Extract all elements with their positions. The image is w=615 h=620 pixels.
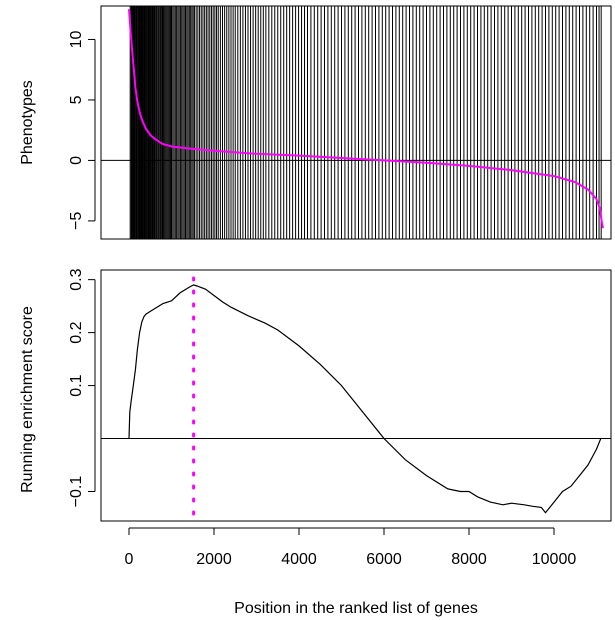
phenotypes-y-tick-label-0: 10 [68, 30, 85, 48]
phenotypes-y-tick-label-2: 0 [68, 156, 85, 165]
position-x-tick-label-2: 4000 [281, 551, 317, 568]
enrichment-y-axis-label: Running enrichment score [19, 306, 36, 493]
phenotypes-y-axis: 10 5 0 −5 [68, 30, 96, 230]
position-x-tick-label-5: 10000 [532, 551, 577, 568]
position-x-axis-label: Position in the ranked list of genes [234, 600, 478, 617]
enrichment-y-axis: 0.3 0.2 0.1 −0.1 [68, 268, 96, 508]
phenotypes-y-axis-label: Phenotypes [19, 80, 36, 165]
enrichment-y-tick-label-0: 0.3 [68, 268, 85, 290]
position-x-axis: 0 2000 4000 6000 8000 10000 [125, 527, 577, 568]
enrichment-y-tick-label-2: 0.1 [68, 374, 85, 396]
phenotypes-panel: 10 5 0 −5 Phenotypes [19, 5, 612, 240]
phenotype-curve [128, 9, 604, 229]
position-x-tick-label-4: 8000 [451, 551, 487, 568]
enrichment-y-tick-label-1: 0.2 [68, 321, 85, 343]
enrichment-y-tick-label-3: −0.1 [68, 476, 85, 508]
enrichment-plot-frame [100, 269, 612, 522]
enrichment-score-panel: 0.3 0.2 0.1 −0.1 0 2000 4000 6000 8000 10000 Run… [19, 268, 612, 617]
phenotypes-y-tick-label-1: 5 [68, 95, 85, 104]
position-x-tick-label-1: 2000 [196, 551, 232, 568]
phenotypes-y-tick-label-3: −5 [68, 212, 85, 230]
gene-set-hit-bars [129, 6, 602, 239]
running-enrichment-curve [128, 284, 602, 514]
phenotypes-plot-frame [100, 5, 612, 240]
position-x-tick-label-3: 6000 [366, 551, 402, 568]
position-x-tick-label-0: 0 [125, 551, 134, 568]
